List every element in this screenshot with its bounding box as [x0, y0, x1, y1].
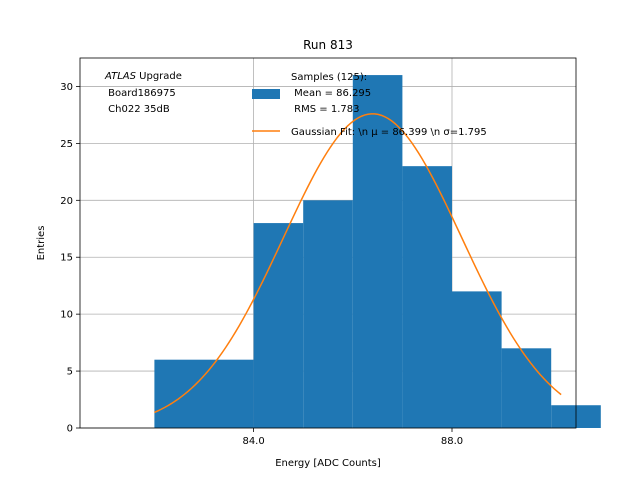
y-axis-label: Entries: [36, 226, 47, 261]
legend-samples-line3: RMS = 1.783: [291, 104, 359, 115]
legend: Samples (125): Mean = 86.295 RMS = 1.783…: [252, 72, 487, 138]
plot-frame: [79, 57, 577, 429]
histogram-bar: [154, 359, 254, 428]
gaussian-fit-line: [154, 113, 562, 414]
legend-samples-swatch: [252, 89, 280, 99]
histogram-bar: [501, 348, 552, 428]
y-tick-label: 30: [60, 82, 73, 93]
atlas-label: ATLAS: [104, 71, 137, 82]
board-label: Board186975: [105, 88, 176, 99]
upgrade-label: Upgrade: [136, 71, 182, 82]
legend-fit-label: Gaussian Fit: \n μ = 86.399 \n σ=1.795: [291, 127, 487, 138]
x-axis-ticks: 84.0 88.0: [242, 428, 463, 447]
atlas-annotation: ATLAS Upgrade Board186975 Ch022 35dB: [104, 71, 182, 115]
histogram-bar: [352, 75, 403, 429]
y-axis-ticks: 0 5 10 15 20 25 30: [60, 82, 80, 435]
legend-samples-line1: Samples (125):: [291, 72, 367, 83]
chart-title: Run 813: [303, 38, 353, 52]
atlas-annotation-line1: ATLAS Upgrade: [104, 71, 182, 82]
histogram-bars: [154, 75, 601, 429]
y-tick-label: 15: [60, 253, 73, 264]
x-tick-label: 88.0: [441, 436, 463, 447]
histogram-bar: [452, 291, 502, 428]
x-axis-label: Energy [ADC Counts]: [275, 458, 381, 469]
y-tick-label: 0: [67, 424, 73, 435]
x-tick-label: 84.0: [242, 436, 264, 447]
channel-label: Ch022 35dB: [105, 104, 170, 115]
histogram-bar: [303, 200, 353, 428]
histogram-bar: [253, 223, 304, 428]
gaussian-fit: [154, 113, 562, 414]
y-tick-label: 25: [60, 139, 73, 150]
y-tick-label: 10: [60, 310, 73, 321]
histogram-bar: [402, 166, 452, 428]
y-tick-label: 5: [67, 367, 73, 378]
y-tick-label: 20: [60, 196, 73, 207]
legend-samples-line2: Mean = 86.295: [291, 88, 371, 99]
